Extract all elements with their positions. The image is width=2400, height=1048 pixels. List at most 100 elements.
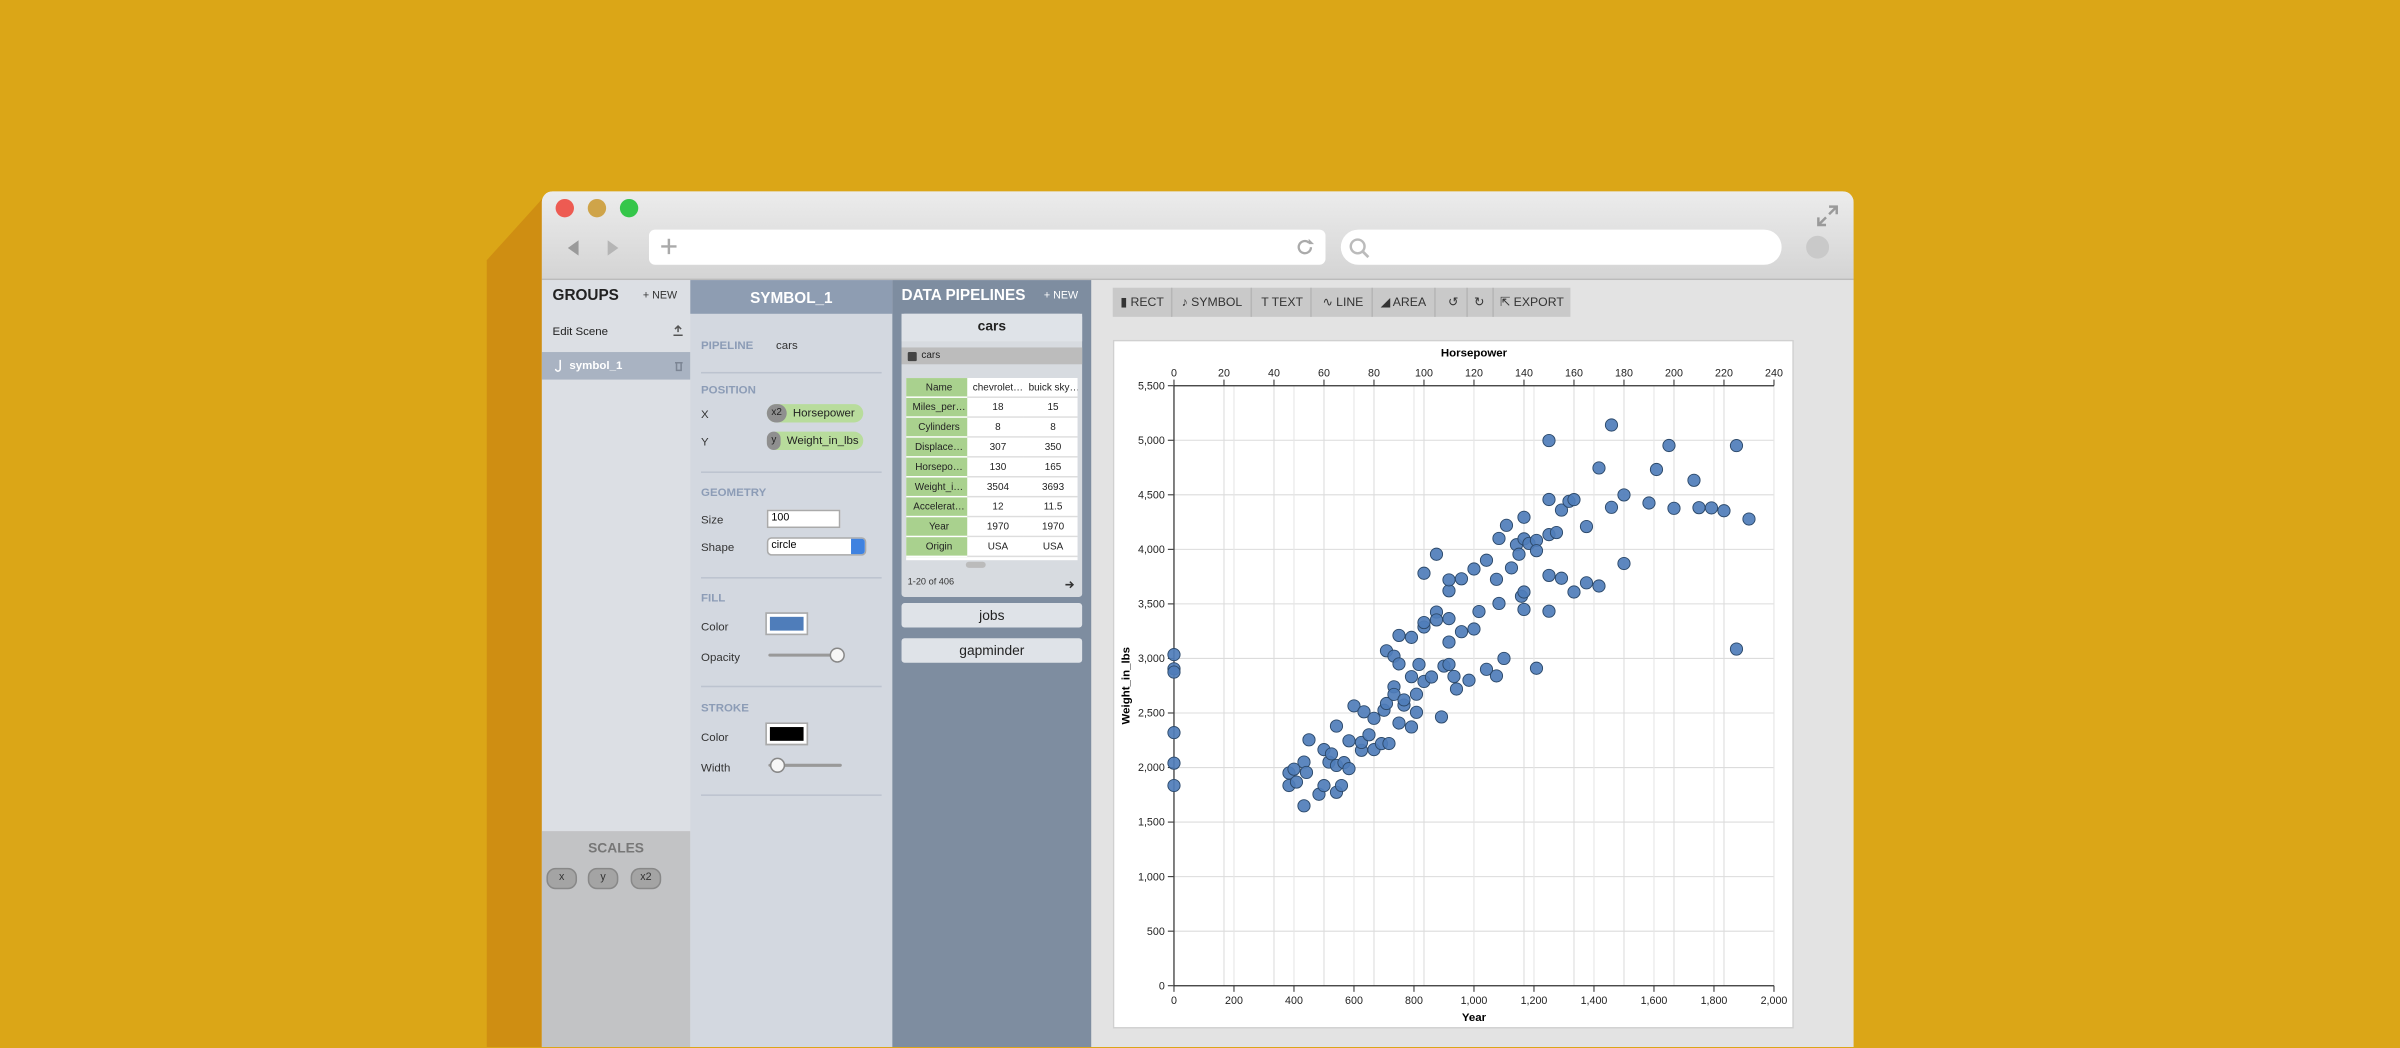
property-label: Color: [701, 730, 729, 744]
point: [1667, 501, 1681, 515]
scale-tag[interactable]: x2: [766, 404, 787, 423]
new-pipeline-button[interactable]: + NEW: [1043, 290, 1079, 302]
x2-tick-label: 1,800: [1701, 995, 1728, 1007]
size-input[interactable]: 100: [766, 509, 841, 529]
point: [1592, 579, 1606, 593]
point: [1299, 765, 1314, 780]
point: [1167, 726, 1181, 740]
point: [1287, 762, 1301, 776]
point: [1167, 778, 1181, 793]
url-bar[interactable]: [648, 229, 1326, 265]
stroke-color-swatch[interactable]: [765, 722, 809, 746]
point: [1379, 696, 1394, 711]
pipeline-card[interactable]: jobs: [901, 603, 1083, 628]
x-tick-label: 60: [1318, 368, 1330, 380]
undo-button[interactable]: ↺: [1440, 287, 1468, 317]
groups-panel: GROUPS + NEW Edit Scene symbol_1 SCALES …: [541, 280, 691, 1047]
table-cell: USA: [967, 537, 1024, 558]
scale-tag[interactable]: y: [766, 431, 781, 450]
line-tool[interactable]: ∿ LINE: [1315, 287, 1373, 317]
scale-pill[interactable]: x2: [630, 867, 662, 890]
scale-pill[interactable]: y: [587, 867, 619, 890]
profile-button[interactable]: [1806, 235, 1830, 259]
tool-label: AREA: [1392, 295, 1427, 310]
y-tick-label: 500: [1147, 926, 1165, 938]
pipeline-value[interactable]: cars: [776, 338, 798, 353]
data-table: Name chevrolet… buick sky… Miles_per… 18 15 Cy…: [906, 378, 1078, 561]
table-cell: 1970: [1023, 517, 1078, 538]
selected-group-row[interactable]: symbol_1: [541, 352, 691, 380]
table-cell: 18: [967, 397, 1024, 418]
point: [1357, 705, 1371, 719]
minimize-button[interactable]: [587, 198, 607, 218]
field-drop[interactable]: Horsepower: [766, 404, 864, 423]
slider-knob[interactable]: [829, 647, 845, 663]
tool-label: RECT: [1130, 295, 1164, 310]
section-label: PIPELINE: [701, 338, 754, 353]
symbol-header: SYMBOL_1: [690, 280, 893, 314]
y-tick-label: 5,000: [1138, 435, 1165, 447]
slider-knob[interactable]: [769, 757, 786, 773]
scales-panel: SCALES x y x2: [541, 831, 691, 1047]
zoom-button[interactable]: [619, 198, 639, 218]
nav-arrows[interactable]: [563, 237, 624, 258]
point: [1417, 566, 1431, 580]
toolbar: ▮ RECT ♪ SYMBOL T TEXT ∿ LINE ◢ AREA ↺ ↻…: [1112, 287, 1571, 317]
table-header-cell: Accelerat…: [906, 497, 968, 518]
point: [1367, 711, 1381, 725]
point: [1517, 602, 1531, 617]
point: [1567, 493, 1581, 507]
path: [1362, 250, 1370, 259]
tool-label: EXPORT: [1513, 295, 1564, 310]
x-tick-label: 40: [1268, 368, 1280, 380]
point: [1462, 673, 1476, 687]
search-bar[interactable]: [1340, 229, 1782, 265]
table-cell: 1970: [967, 517, 1024, 538]
new-tab-icon[interactable]: [660, 237, 678, 255]
opacity-slider[interactable]: [768, 653, 842, 657]
separator: [701, 577, 882, 579]
fill-color-swatch[interactable]: [765, 612, 809, 636]
fullscreen-icon[interactable]: [1815, 204, 1839, 228]
point: [1472, 604, 1486, 619]
new-group-button[interactable]: + NEW: [642, 290, 678, 302]
path: [567, 240, 579, 256]
shape-select[interactable]: circle: [766, 537, 867, 556]
group-item[interactable]: symbol_1: [569, 358, 623, 372]
rect-tool[interactable]: ▮ RECT: [1113, 287, 1174, 317]
source-bar[interactable]: cars: [901, 347, 1083, 365]
field-drop[interactable]: Weight_in_lbs: [766, 431, 864, 450]
point: [1424, 670, 1439, 684]
x-tick-label: 240: [1765, 368, 1783, 380]
group-item[interactable]: Edit Scene: [552, 324, 609, 339]
close-button[interactable]: [555, 198, 574, 218]
y-tick-label: 3,000: [1138, 653, 1165, 665]
reload-icon[interactable]: [1295, 237, 1315, 257]
scale-pill[interactable]: x: [546, 867, 578, 890]
next-page[interactable]: [1065, 580, 1076, 589]
pipeline-card[interactable]: gapminder: [901, 638, 1083, 663]
table-cell: 3693: [1023, 477, 1078, 498]
point: [1404, 630, 1419, 644]
property-label: Color: [701, 619, 729, 634]
pipeline-name[interactable]: cars: [901, 313, 1083, 342]
point: [1347, 699, 1361, 713]
export-button[interactable]: ⇱ EXPORT: [1499, 295, 1564, 310]
width-slider[interactable]: [768, 763, 842, 767]
redo-button[interactable]: ↻: [1466, 287, 1494, 317]
symbol-tool[interactable]: ♪ SYMBOL: [1174, 287, 1252, 317]
text-tool[interactable]: T TEXT: [1254, 287, 1313, 317]
delete-icon[interactable]: [673, 360, 684, 372]
path: [1297, 239, 1313, 255]
scrollbar[interactable]: [965, 561, 986, 568]
point: [1497, 651, 1511, 666]
x2-tick-label: 800: [1405, 995, 1423, 1007]
export-icon[interactable]: [672, 324, 684, 336]
point: [1467, 622, 1481, 636]
area-tool[interactable]: ◢ AREA: [1373, 287, 1436, 317]
select-arrow[interactable]: [851, 538, 865, 555]
y-tick-label: 4,000: [1138, 544, 1165, 556]
table-cell: buick sky…: [1023, 378, 1078, 398]
